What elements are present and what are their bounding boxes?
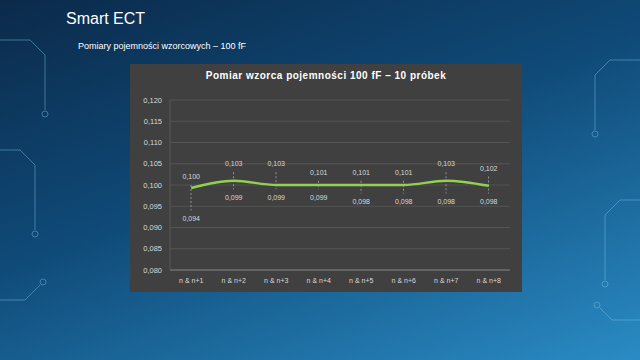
- svg-text:0,103: 0,103: [267, 160, 285, 167]
- svg-text:0,103: 0,103: [437, 160, 455, 167]
- svg-text:0,102: 0,102: [480, 165, 498, 172]
- svg-text:0,098: 0,098: [480, 198, 498, 205]
- svg-text:0,098: 0,098: [437, 198, 455, 205]
- svg-text:0,100: 0,100: [182, 173, 200, 180]
- svg-text:0,094: 0,094: [182, 215, 200, 222]
- svg-text:0,098: 0,098: [352, 198, 370, 205]
- svg-text:0,101: 0,101: [395, 169, 413, 176]
- svg-text:n & n+7: n & n+7: [434, 277, 458, 284]
- svg-text:0,099: 0,099: [267, 194, 285, 201]
- svg-text:n & n+5: n & n+5: [349, 277, 373, 284]
- svg-text:n & n+1: n & n+1: [179, 277, 203, 284]
- svg-text:0,105: 0,105: [143, 159, 162, 168]
- svg-text:n & n+4: n & n+4: [307, 277, 331, 284]
- svg-text:0,098: 0,098: [395, 198, 413, 205]
- svg-text:n & n+3: n & n+3: [264, 277, 288, 284]
- svg-text:0,115: 0,115: [144, 117, 162, 126]
- svg-text:0,080: 0,080: [143, 266, 162, 275]
- svg-text:0,085: 0,085: [143, 244, 162, 253]
- svg-text:0,110: 0,110: [144, 138, 162, 147]
- svg-text:n & n+6: n & n+6: [392, 277, 416, 284]
- svg-text:n & n+8: n & n+8: [477, 277, 501, 284]
- svg-text:0,100: 0,100: [143, 181, 162, 190]
- svg-text:0,099: 0,099: [310, 194, 328, 201]
- html-text:Pomiar wzorca pojemności 100 f: Pomiar wzorca pojemności 100 fF – 10 pró…: [205, 70, 447, 81]
- html-text:Pomiary pojemności wzorcowych: Pomiary pojemności wzorcowych – 100 fF: [78, 41, 247, 51]
- svg-text:0,101: 0,101: [310, 169, 328, 176]
- svg-text:0,103: 0,103: [225, 160, 243, 167]
- svg-text:0,090: 0,090: [143, 223, 162, 232]
- svg-text:0,120: 0,120: [143, 96, 162, 105]
- svg-text:0,099: 0,099: [225, 194, 243, 201]
- svg-text:0,101: 0,101: [352, 169, 370, 176]
- html-text:Smart ECT: Smart ECT: [66, 10, 146, 27]
- svg-text:0,095: 0,095: [143, 202, 162, 211]
- svg-text:n & n+2: n & n+2: [222, 277, 246, 284]
